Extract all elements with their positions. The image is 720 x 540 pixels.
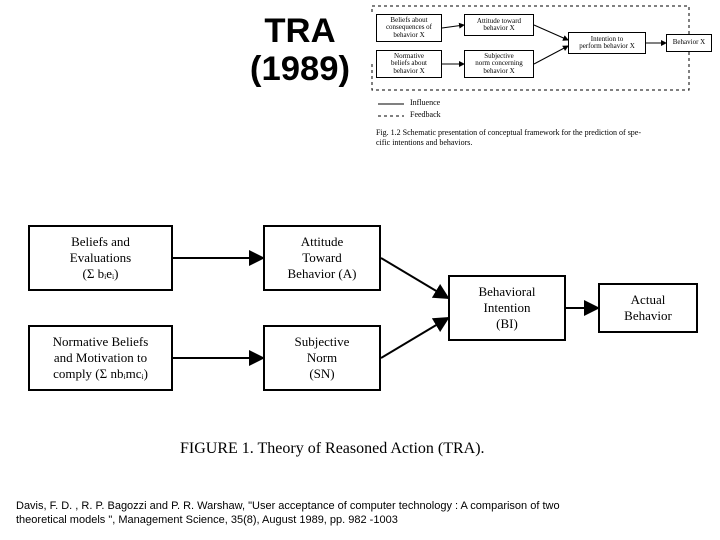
citation-text: Davis, F. D. , R. P. Bagozzi and P. R. W…: [16, 500, 706, 528]
small-box-intention-x: Intention toperform behavior X: [568, 32, 646, 54]
node-intention: BehavioralIntention(BI): [448, 275, 566, 341]
small-box-beliefs-cons: Beliefs aboutconsequences ofbehavior X: [376, 14, 442, 42]
slide-title: TRA (1989): [230, 12, 370, 88]
slide-canvas: TRA (1989) Beliefs aboutconsequences ofb…: [0, 0, 720, 540]
small-caption-l2: cific intentions and behaviors.: [376, 138, 472, 147]
title-line2: (1989): [250, 50, 350, 88]
node-normative: Normative Beliefsand Motivation tocomply…: [28, 325, 173, 391]
node-subjective: SubjectiveNorm(SN): [263, 325, 381, 391]
main-figure-caption: FIGURE 1. Theory of Reasoned Action (TRA…: [180, 440, 485, 458]
legend-feedback: Feedback: [410, 110, 441, 119]
small-box-attitude-x: Attitude towardbehavior X: [464, 14, 534, 36]
node-attitude: AttitudeTowardBehavior (A): [263, 225, 381, 291]
small-caption-l1: Fig. 1.2 Schematic presentation of conce…: [376, 128, 641, 137]
node-actual: ActualBehavior: [598, 283, 698, 333]
legend-influence: Influence: [410, 98, 440, 107]
small-box-subj-norm-x: Subjectivenorm concerningbehavior X: [464, 50, 534, 78]
small-box-behavior-x: Behavior X: [666, 34, 712, 52]
node-beliefs: Beliefs andEvaluations(Σ bᵢeᵢ): [28, 225, 173, 291]
small-box-norm-beliefs: Normativebeliefs aboutbehavior X: [376, 50, 442, 78]
title-line1: TRA: [264, 12, 335, 50]
small-diagram-caption: Fig. 1.2 Schematic presentation of conce…: [376, 128, 706, 147]
